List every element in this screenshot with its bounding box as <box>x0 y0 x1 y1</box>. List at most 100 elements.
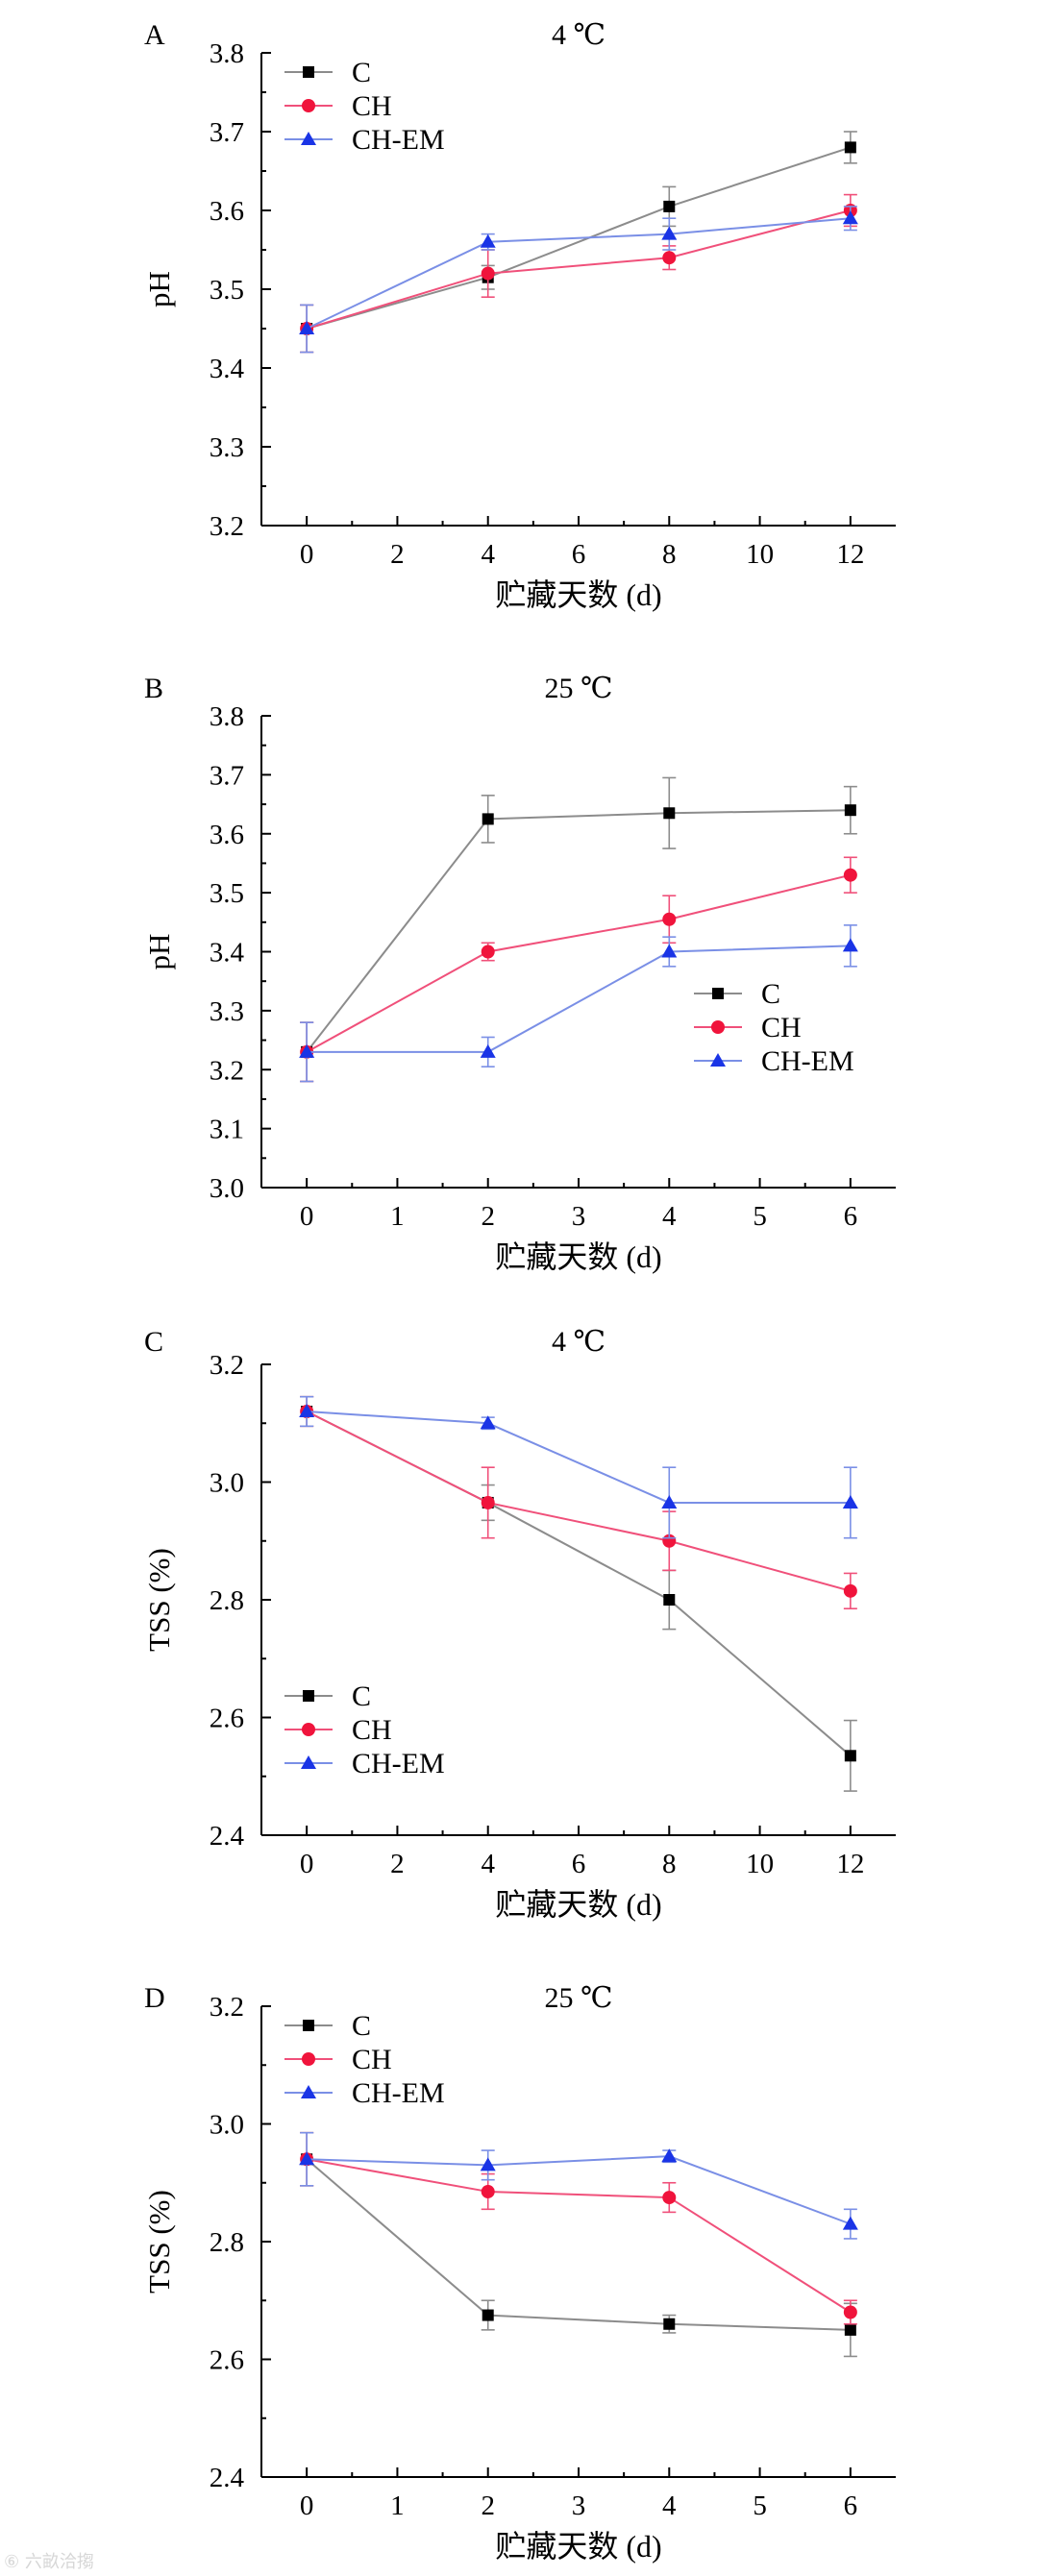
legend-label-ch-em: CH-EM <box>352 1748 445 1779</box>
x-tick-label: 8 <box>662 539 677 570</box>
series-line-c <box>306 146 852 330</box>
legend-label-ch: CH <box>352 2044 392 2075</box>
panel-letter: B <box>144 673 163 704</box>
y-tick-label: 3.0 <box>210 1468 244 1499</box>
data-point-ch-em <box>299 2151 315 2166</box>
x-axis-label: 贮藏天数 (d) <box>495 1239 661 1274</box>
legend-marker-ch <box>302 99 315 112</box>
data-point-c <box>844 141 856 154</box>
legend-label-ch: CH <box>352 90 392 122</box>
series-line-ch-em <box>307 2155 852 2225</box>
y-tick-label: 3.2 <box>210 1350 244 1381</box>
series-line-c <box>306 2158 851 2331</box>
y-tick-label: 2.8 <box>210 2227 244 2258</box>
y-tick-label: 3.2 <box>210 1055 244 1086</box>
panel-letter: C <box>144 1326 163 1358</box>
x-tick-label: 6 <box>572 539 586 570</box>
x-tick-label: 2 <box>390 539 405 570</box>
legend-marker-c <box>303 1690 314 1702</box>
y-axis-label: pH <box>142 271 176 307</box>
panel-letter: A <box>144 19 165 51</box>
data-point-ch-em <box>299 1404 315 1417</box>
series-line-ch <box>306 1411 852 1592</box>
data-point-c <box>663 1594 676 1606</box>
y-tick-label: 3.7 <box>210 760 244 791</box>
x-tick-label: 5 <box>753 2490 767 2521</box>
data-point-ch <box>662 912 677 926</box>
data-point-ch-em <box>842 1494 858 1509</box>
legend-label-c: C <box>761 978 780 1010</box>
y-tick-label: 3.8 <box>210 38 244 69</box>
x-tick-label: 6 <box>572 1849 586 1879</box>
series-line-ch <box>306 2158 852 2314</box>
data-point-ch-em <box>661 944 678 958</box>
x-tick-label: 0 <box>300 1201 314 1232</box>
data-point-ch-em <box>661 2148 678 2163</box>
data-point-ch-em <box>480 233 496 248</box>
x-tick-label: 4 <box>481 539 495 570</box>
data-point-c <box>844 1750 856 1762</box>
data-point-ch <box>481 945 495 959</box>
y-tick-label: 3.8 <box>210 701 244 732</box>
y-tick-label: 3.5 <box>210 878 244 909</box>
data-point-c <box>663 200 676 212</box>
data-point-c <box>663 2318 676 2330</box>
data-point-ch <box>481 2184 495 2198</box>
y-tick-label: 3.4 <box>210 354 245 384</box>
data-point-ch <box>843 868 857 882</box>
panel-letter: D <box>144 1982 165 2014</box>
data-point-ch-em <box>299 321 315 334</box>
data-point-c <box>663 807 676 820</box>
x-tick-label: 0 <box>300 1849 314 1879</box>
y-axis-label: TSS (%) <box>142 1548 176 1652</box>
legend-marker-c <box>303 2020 314 2031</box>
y-axis-label: pH <box>142 934 176 970</box>
data-point-c <box>844 804 856 817</box>
legend-marker-c <box>303 66 314 78</box>
y-tick-label: 3.3 <box>210 432 244 463</box>
x-tick-label: 2 <box>390 1849 405 1879</box>
panel-title: 25 ℃ <box>544 673 612 704</box>
y-tick-label: 2.6 <box>210 2345 244 2376</box>
panel-title: 25 ℃ <box>544 1982 612 2014</box>
data-point-ch-em <box>480 1043 496 1058</box>
panel-c: C 4 ℃ 2.4 2.6 2.8 3.0 3.2 0 2 4 6 8 10 12 贮藏天数 (d) TSS … <box>142 1326 896 1922</box>
data-point-ch-em <box>661 226 678 240</box>
x-tick-label: 4 <box>662 1201 677 1232</box>
data-point-ch-em <box>842 938 858 952</box>
y-tick-label: 2.4 <box>210 1821 245 1852</box>
data-point-c <box>844 2323 856 2336</box>
series-line-ch-em <box>307 945 851 1053</box>
series-line-ch-em <box>306 217 851 330</box>
legend-marker-ch <box>711 1020 725 1034</box>
legend-marker-ch <box>302 1723 315 1736</box>
x-tick-label: 4 <box>662 2490 677 2521</box>
y-tick-label: 3.3 <box>210 996 244 1027</box>
y-axis-label: TSS (%) <box>142 2190 176 2294</box>
legend-marker-ch-em <box>710 1053 726 1067</box>
series-line-ch <box>306 873 852 1053</box>
y-tick-label: 3.0 <box>210 2110 244 2141</box>
x-tick-label: 10 <box>746 539 774 570</box>
legend-marker-ch-em <box>301 1755 316 1769</box>
x-tick-label: 2 <box>481 2490 495 2521</box>
x-tick-label: 4 <box>481 1849 495 1879</box>
y-tick-label: 3.7 <box>210 117 244 148</box>
x-tick-label: 3 <box>572 2490 586 2521</box>
data-point-ch-em <box>661 1494 678 1509</box>
y-tick-label: 3.2 <box>210 511 244 542</box>
data-point-ch <box>662 251 677 265</box>
x-tick-label: 6 <box>844 2490 858 2521</box>
panel-title: 4 ℃ <box>552 1326 606 1358</box>
y-tick-label: 3.0 <box>210 1173 244 1204</box>
series-line-ch <box>306 209 852 330</box>
x-axis-label: 贮藏天数 (d) <box>495 2529 661 2564</box>
legend-label-ch-em: CH-EM <box>352 124 445 156</box>
y-tick-label: 3.4 <box>210 938 245 969</box>
series-line-c <box>306 809 851 1053</box>
data-point-ch <box>662 2191 677 2205</box>
panel-d: D 25 ℃ 2.4 2.6 2.8 3.0 3.2 0 1 2 3 4 5 6 贮藏天数 (d) TSS (… <box>142 1982 896 2564</box>
x-tick-label: 3 <box>572 1201 586 1232</box>
